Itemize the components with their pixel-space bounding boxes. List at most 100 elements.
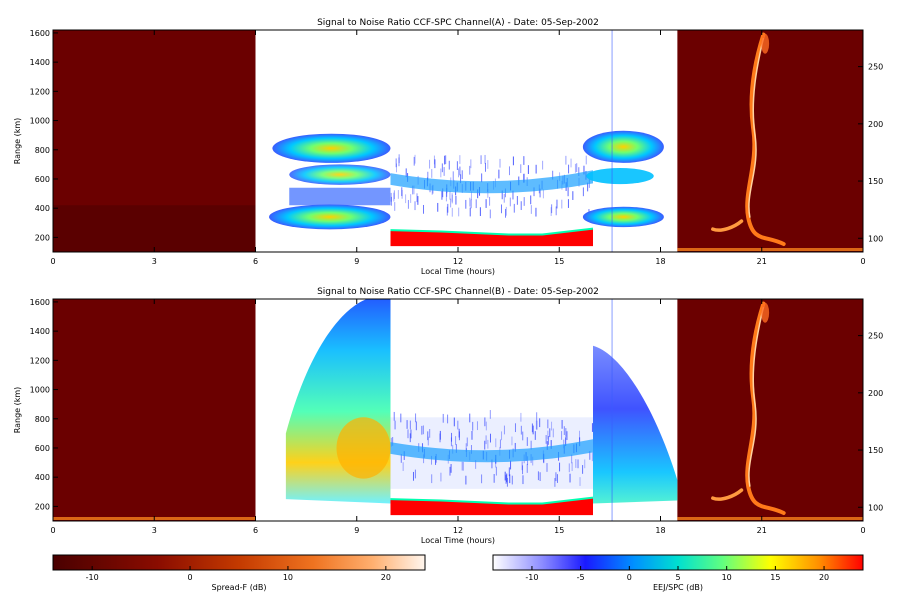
y-right-tick-label: 100 xyxy=(868,234,883,243)
f-region-echo xyxy=(272,133,391,163)
scatter-mark xyxy=(574,163,576,173)
daytime-segment-late xyxy=(582,30,664,252)
scatter-mark xyxy=(458,428,460,438)
scatter-mark xyxy=(555,472,557,482)
scatter-mark xyxy=(470,191,472,201)
scatter-mark xyxy=(395,158,397,168)
scatter-mark xyxy=(390,437,392,447)
scatter-mark xyxy=(430,455,432,465)
y-right-tick-label: 200 xyxy=(868,389,883,398)
scatter-mark xyxy=(484,154,486,164)
scatter-mark xyxy=(501,431,503,441)
x-tick-label: 15 xyxy=(554,257,564,266)
colorbar-tick-label: -10 xyxy=(86,573,99,582)
scatter-mark xyxy=(537,471,539,481)
scatter-mark xyxy=(451,194,453,204)
scatter-mark xyxy=(394,202,396,211)
scatter-mark xyxy=(514,442,516,452)
echo-band xyxy=(289,187,391,206)
x-tick-label: 15 xyxy=(554,526,564,535)
scatter-mark xyxy=(484,440,486,450)
scatter-mark xyxy=(447,414,449,424)
scatter-mark xyxy=(563,439,565,449)
scatter-mark xyxy=(470,445,472,454)
scatter-mark xyxy=(500,204,502,214)
x-tick-label: 21 xyxy=(757,526,767,535)
scatter-mark xyxy=(503,425,505,435)
x-tick-label: 0 xyxy=(50,257,55,266)
scatter-mark xyxy=(526,464,528,473)
scatter-mark xyxy=(552,170,554,180)
scatter-mark xyxy=(393,411,395,421)
scatter-mark xyxy=(413,185,415,195)
scatter-mark xyxy=(522,465,524,475)
scatter-mark xyxy=(572,191,574,200)
scatter-mark xyxy=(530,205,532,214)
colorbar-eej-spc: -10 -5 0 5 10 15 20 EEJ/SPC (dB) xyxy=(492,554,864,592)
scatter-mark xyxy=(522,431,524,441)
plume-bottomside xyxy=(711,488,744,501)
scatter-mark xyxy=(475,199,477,209)
daytime-segment-mid xyxy=(390,154,594,247)
scatter-mark xyxy=(446,206,448,216)
y-axis-label: Range (km) xyxy=(13,387,22,434)
scatter-mark xyxy=(520,425,522,435)
y-axis-label: Range (km) xyxy=(13,118,22,165)
scatter-mark xyxy=(565,437,567,447)
daytime-segment-early xyxy=(269,133,391,230)
scatter-mark xyxy=(465,443,467,453)
scatter-mark xyxy=(455,444,457,453)
scatter-mark xyxy=(471,430,473,440)
scatter-mark xyxy=(413,156,415,166)
scatter-mark xyxy=(533,187,535,197)
panel-title: Signal to Noise Ratio CCF-SPC Channel(A)… xyxy=(317,18,599,28)
scatter-mark xyxy=(444,155,446,165)
scatter-mark xyxy=(448,160,450,170)
scatter-mark xyxy=(565,155,567,165)
scatter-mark xyxy=(583,165,585,175)
scatter-mark xyxy=(470,199,472,209)
scatter-mark xyxy=(532,425,534,435)
scatter-mark xyxy=(469,165,471,175)
scatter-mark xyxy=(489,196,491,206)
y-tick-label: 1200 xyxy=(30,87,50,96)
colorbar-tick-label: 20 xyxy=(819,573,829,582)
scatter-mark xyxy=(460,174,462,184)
scatter-mark xyxy=(416,193,418,203)
valley-trace xyxy=(390,170,593,194)
scatter-mark xyxy=(461,461,463,471)
scatter-mark xyxy=(505,208,507,218)
scatter-mark xyxy=(393,192,395,202)
y-tick-label: 1000 xyxy=(30,117,50,126)
scatter-mark xyxy=(539,472,541,482)
scatter-mark xyxy=(427,171,429,181)
scatter-mark xyxy=(527,165,529,174)
scatter-mark xyxy=(542,189,544,199)
scatter-mark xyxy=(546,463,548,472)
scatter-mark xyxy=(481,474,483,484)
scatter-mark xyxy=(458,207,460,217)
scatter-mark xyxy=(576,163,578,173)
eej-dense-layer xyxy=(390,497,593,516)
x-tick-label: 21 xyxy=(757,257,767,266)
scatter-mark xyxy=(472,421,474,431)
scatter-mark xyxy=(547,419,549,429)
scatter-mark xyxy=(431,169,433,178)
scatter-mark xyxy=(501,190,503,200)
scatter-mark xyxy=(437,202,439,212)
scatter-mark xyxy=(511,475,513,485)
scatter-mark xyxy=(427,436,429,446)
scatter-mark xyxy=(585,155,587,165)
scatter-mark xyxy=(579,437,581,447)
scatter-mark xyxy=(398,157,400,167)
daytime-segment-mid xyxy=(390,410,594,516)
scatter-mark xyxy=(417,196,419,205)
scatter-mark xyxy=(513,203,515,213)
scatter-mark xyxy=(400,454,402,463)
scatter-mark xyxy=(550,440,552,449)
scatter-mark xyxy=(569,473,571,483)
scatter-mark xyxy=(520,164,522,174)
scatter-mark xyxy=(410,194,412,203)
scatter-mark xyxy=(534,431,536,440)
